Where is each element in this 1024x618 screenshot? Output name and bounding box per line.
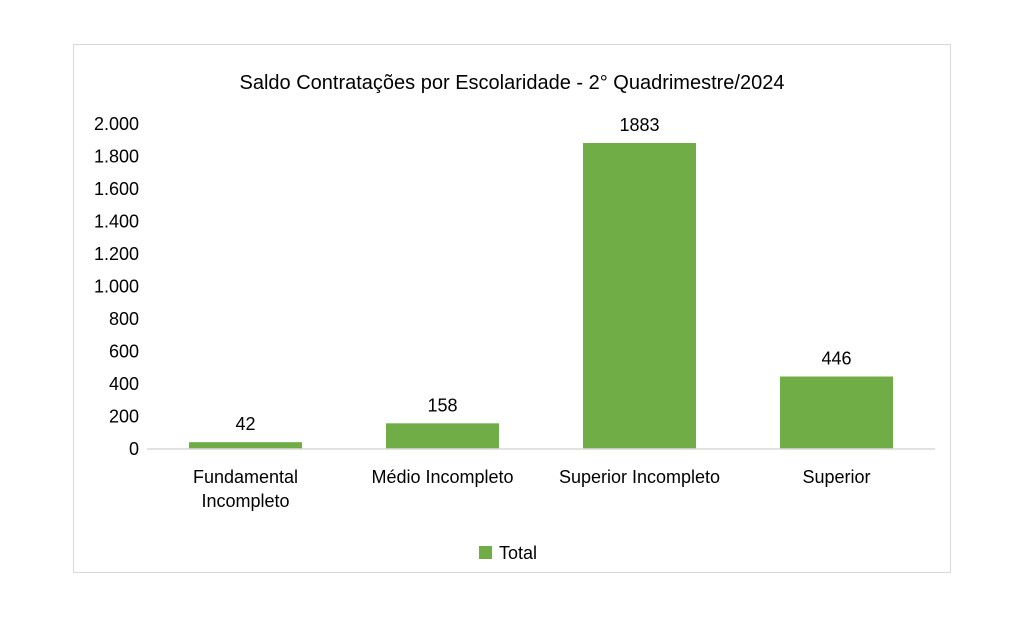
data-label: 1883: [619, 115, 659, 135]
chart-title: Saldo Contratações por Escolaridade - 2°…: [240, 72, 785, 94]
bar: [583, 143, 696, 449]
y-tick-label: 1.600: [94, 179, 139, 199]
data-labels: 42 158 1883 446: [235, 115, 851, 434]
chart-frame: [73, 44, 951, 573]
y-tick-label: 1.200: [94, 244, 139, 264]
x-category-label: Superior: [802, 467, 870, 487]
bar: [386, 423, 499, 449]
data-label: 158: [427, 395, 457, 415]
bars: [189, 143, 893, 449]
x-category-label: Fundamental: [193, 467, 298, 487]
y-tick-label: 400: [109, 374, 139, 394]
y-axis: 0 200 400 600 800 1.000 1.200 1.400 1.600 1.800 2.…: [94, 114, 139, 459]
x-axis: Fundamental Incompleto Médio Incompleto Sup…: [193, 467, 871, 511]
legend: Total: [479, 543, 537, 563]
y-tick-label: 0: [129, 439, 139, 459]
data-label: 446: [821, 349, 851, 369]
x-category-label: Superior Incompleto: [559, 467, 720, 487]
x-category-label: Incompleto: [201, 491, 289, 511]
y-tick-label: 800: [109, 309, 139, 329]
bar: [780, 376, 893, 449]
y-tick-label: 1.000: [94, 277, 139, 297]
y-tick-label: 600: [109, 342, 139, 362]
bar: [189, 442, 302, 449]
legend-swatch: [479, 546, 492, 559]
y-tick-label: 2.000: [94, 114, 139, 134]
y-tick-label: 200: [109, 407, 139, 427]
legend-label: Total: [499, 543, 537, 563]
x-category-label: Médio Incompleto: [371, 467, 513, 487]
y-tick-label: 1.800: [94, 147, 139, 167]
y-tick-label: 1.400: [94, 212, 139, 232]
data-label: 42: [235, 414, 255, 434]
